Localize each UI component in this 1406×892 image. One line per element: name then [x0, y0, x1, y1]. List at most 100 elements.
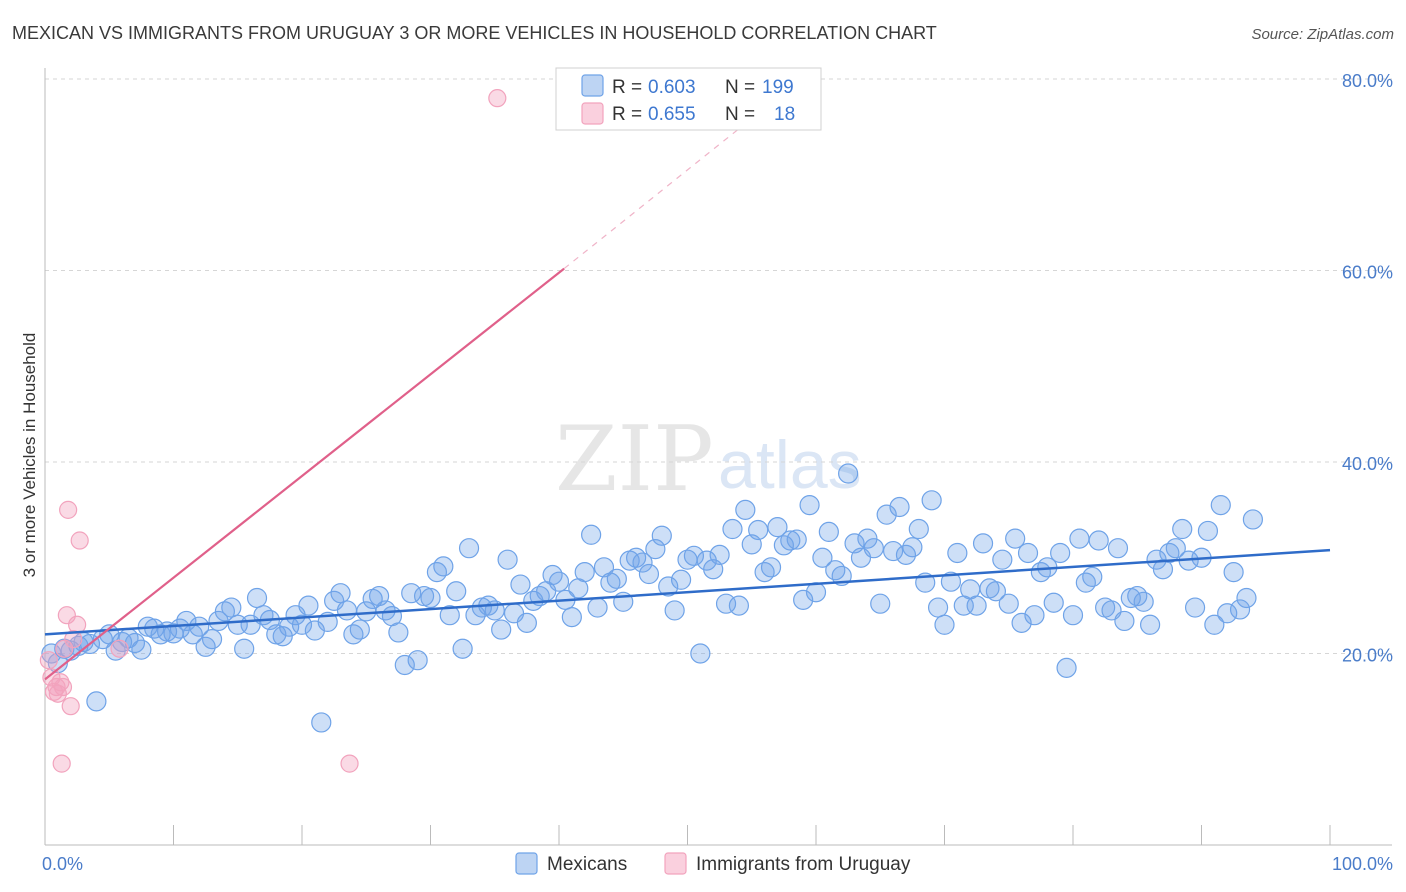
point-mexicans [491, 619, 512, 640]
point-mexicans [812, 547, 833, 568]
point-mexicans [985, 581, 1007, 602]
y-tick-label: 80.0% [1342, 71, 1393, 91]
point-mexicans [902, 537, 923, 558]
point-mexicans [349, 619, 370, 640]
series-mexicans [41, 463, 1264, 733]
point-mexicans [510, 574, 531, 595]
point-uruguay [39, 651, 58, 670]
point-mexicans [452, 638, 473, 659]
legend-uruguay-r-label: R = [612, 104, 642, 125]
point-mexicans [600, 572, 621, 593]
legend-swatch-mexicans [581, 74, 604, 97]
point-mexicans [1056, 657, 1077, 678]
point-mexicans [670, 569, 692, 590]
trend-line-uruguay-extension [563, 128, 740, 270]
point-mexicans [561, 607, 582, 628]
point-mexicans [336, 600, 358, 621]
point-mexicans [446, 581, 467, 602]
point-mexicans [311, 712, 332, 733]
point-mexicans [1050, 542, 1071, 564]
point-mexicans [921, 490, 942, 511]
x-tick-label: 0.0% [42, 854, 83, 874]
point-mexicans [825, 560, 846, 581]
legend-mexicans-r-label: R = [612, 77, 642, 98]
legend-uruguay-n-value: 18 [774, 104, 795, 125]
legend-mexicans-r-value: 0.603 [648, 77, 696, 98]
point-mexicans [940, 571, 962, 592]
legend-mexicans-n-label: N = [725, 77, 755, 98]
point-mexicans [1005, 528, 1026, 549]
y-tick-label: 60.0% [1342, 263, 1393, 283]
point-mexicans [1062, 605, 1084, 626]
point-mexicans [947, 542, 968, 564]
y-tick-label: 20.0% [1342, 646, 1393, 666]
point-mexicans [658, 576, 679, 597]
point-mexicans [1011, 612, 1032, 633]
point-mexicans [234, 638, 255, 659]
point-mexicans [1075, 572, 1096, 593]
point-mexicans [214, 601, 235, 622]
point-uruguay [340, 754, 359, 773]
point-mexicans [433, 556, 454, 577]
point-mexicans [221, 597, 242, 618]
point-mexicans [330, 583, 351, 604]
point-mexicans [683, 545, 705, 566]
point-mexicans [786, 529, 807, 550]
point-mexicans [587, 597, 608, 618]
legend-mexicans-n-value: 199 [762, 77, 794, 98]
trend-lines [44, 128, 1331, 681]
point-mexicans [863, 538, 884, 559]
point-mexicans [1127, 585, 1148, 607]
point-mexicans [497, 549, 518, 570]
point-uruguay [110, 639, 129, 658]
point-mexicans [1017, 542, 1039, 564]
point-mexicans [632, 552, 653, 573]
point-mexicans [927, 597, 949, 618]
point-mexicans [638, 563, 660, 585]
point-mexicans [516, 612, 537, 633]
bottom-legend-swatch-uruguay [664, 852, 687, 875]
point-uruguay [61, 697, 80, 716]
point-mexicans [992, 549, 1013, 570]
point-mexicans [767, 517, 788, 538]
bottom-legend-mexicans: Mexicans [547, 854, 627, 875]
bottom-legend-uruguay: Immigrants from Uruguay [696, 854, 911, 875]
point-mexicans [291, 614, 313, 635]
point-mexicans [420, 587, 441, 609]
point-mexicans [593, 557, 615, 578]
point-mexicans [1088, 530, 1109, 551]
point-mexicans [690, 643, 711, 664]
point-uruguay [59, 500, 78, 519]
point-mexicans [998, 593, 1019, 614]
point-mexicans [1139, 614, 1161, 635]
y-tick-labels: 20.0% 40.0% 60.0% 80.0% [1342, 71, 1393, 666]
point-mexicans [1024, 605, 1045, 626]
watermark-atlas: atlas [718, 427, 862, 503]
point-uruguay [53, 677, 73, 697]
point-mexicans [1197, 520, 1219, 542]
point-mexicans [760, 557, 782, 578]
point-mexicans [870, 593, 891, 614]
point-mexicans [838, 463, 859, 484]
point-mexicans [1210, 494, 1231, 516]
point-mexicans [1242, 509, 1264, 530]
point-mexicans [606, 568, 627, 589]
point-mexicans [86, 691, 107, 712]
trend-line-mexicans [44, 548, 1331, 636]
point-mexicans [298, 595, 319, 616]
point-uruguay [51, 673, 70, 692]
point-mexicans [793, 589, 814, 610]
point-uruguay [488, 89, 507, 108]
point-mexicans [401, 583, 422, 604]
point-mexicans [394, 654, 415, 676]
x-tick-label: 100.0% [1332, 854, 1393, 874]
point-mexicans [818, 521, 839, 542]
point-mexicans [426, 562, 448, 583]
point-mexicans [1172, 518, 1193, 540]
point-mexicans [651, 525, 672, 546]
legend: R = 0.603 N = 199 R = 0.655 N = 18 [555, 67, 822, 131]
y-axis-label: 3 or more Vehicles in Household [20, 333, 39, 578]
point-mexicans [1217, 603, 1238, 624]
point-mexicans [645, 539, 666, 560]
